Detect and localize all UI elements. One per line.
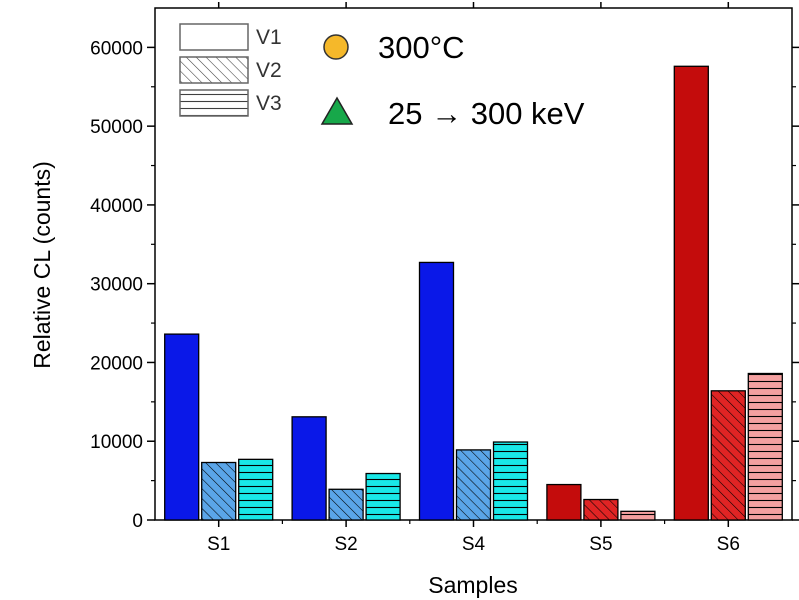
y-tick-label: 30000 (90, 275, 143, 296)
y-tick-label: 10000 (90, 432, 143, 453)
bar-v1-s6 (673, 65, 709, 521)
legend-label: V1 (256, 26, 282, 49)
bar-v2-s2 (328, 488, 364, 521)
annotation-temperature: 300°C (323, 30, 465, 65)
bar-v3-s6 (747, 372, 783, 521)
x-tick-label: S4 (462, 534, 486, 555)
y-axis: 0 10000 20000 30000 40000 50000 60000 (90, 38, 799, 532)
bar-v2-s5 (583, 498, 619, 521)
triangle-marker-icon (320, 96, 354, 125)
circle-marker-icon (323, 34, 349, 60)
x-axis: S1 S2 S4 S5 S6 (207, 2, 740, 555)
annotation-text: 300°C (378, 30, 465, 65)
bar-v3-s4 (492, 441, 529, 521)
x-tick-label: S2 (334, 534, 357, 555)
bars (164, 65, 783, 521)
bar-v3-s1 (238, 458, 274, 521)
legend-label: V2 (256, 59, 282, 82)
bar-v1-s1 (164, 333, 200, 521)
bar-v2-s1 (201, 461, 237, 521)
legend: V1 V2 V3 (179, 23, 282, 117)
annotations: 300°C 25 → 300 keV (320, 30, 585, 131)
x-axis-title: Samples (428, 572, 517, 598)
bar-v3-s5 (620, 510, 656, 521)
y-axis-title: Relative CL (counts) (29, 161, 55, 369)
bar-v2-s4 (455, 449, 492, 521)
legend-item-v3: V3 (179, 89, 282, 117)
annotation-text: 25 → 300 keV (388, 96, 585, 131)
y-tick-label: 50000 (90, 117, 143, 138)
y-tick-label: 40000 (90, 196, 143, 217)
annotation-energy: 25 → 300 keV (320, 96, 585, 131)
y-tick-label: 0 (132, 511, 143, 532)
legend-item-v1: V1 (179, 23, 282, 51)
y-tick-label: 20000 (90, 353, 143, 374)
x-tick-label: S6 (717, 534, 740, 555)
bar-v1-s5 (546, 483, 582, 521)
legend-item-v2: V2 (179, 56, 282, 84)
bar-v1-s2 (291, 416, 327, 521)
bar-v3-s2 (365, 472, 401, 521)
bar-v1-s4 (418, 261, 455, 521)
y-tick-label: 60000 (90, 38, 143, 59)
x-tick-label: S5 (589, 534, 612, 555)
legend-label: V3 (256, 92, 282, 115)
bar-v2-s6 (710, 390, 746, 521)
x-tick-label: S1 (207, 534, 230, 555)
